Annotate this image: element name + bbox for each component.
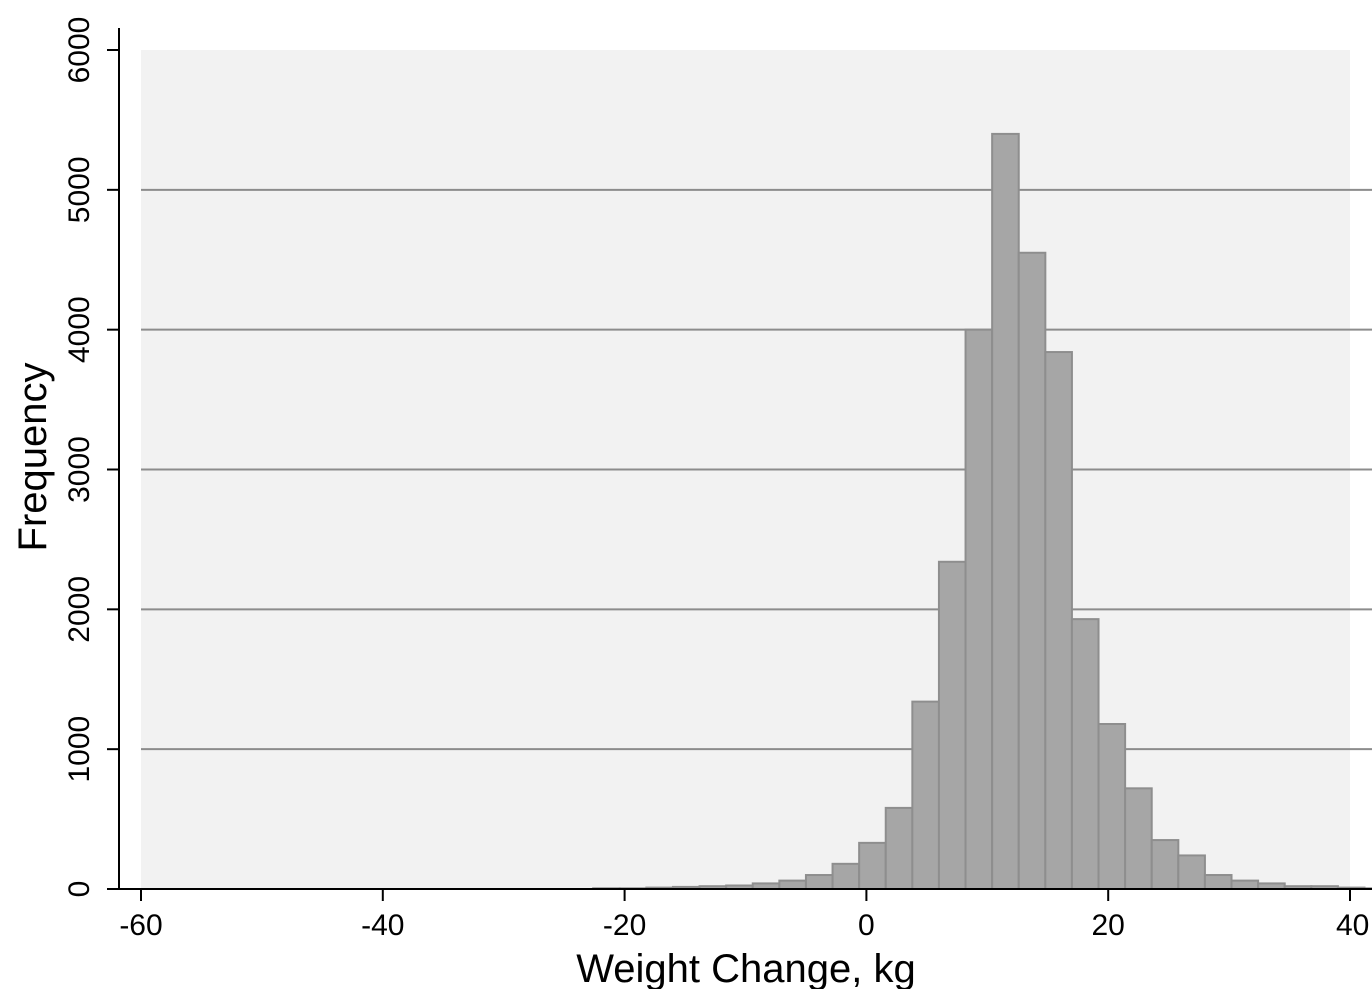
axes [118,28,1372,890]
histogram-bar [884,806,914,890]
x-tick-label: -20 [603,909,646,942]
x-tick-label: -60 [119,909,162,942]
histogram-bar [991,132,1020,890]
histogram-bar [858,841,887,890]
histogram-bar [1097,722,1127,890]
histogram-bar [1150,839,1180,891]
histogram-bar [804,874,834,890]
histogram-bar [1017,251,1047,890]
histogram-bar [1044,351,1073,891]
x-tick-label: -40 [361,909,404,942]
histogram-bar [831,862,861,891]
histogram-bar [1124,787,1153,891]
y-tick-label: 6000 [63,17,96,84]
x-tick-label: 20 [1092,909,1125,942]
histogram-bar [964,328,994,890]
y-tick-label: 3000 [63,436,96,503]
histogram-bar [1177,854,1206,891]
y-tick-label: 5000 [63,156,96,223]
histogram-bar [1070,618,1100,890]
x-axis-title: Weight Change, kg [576,947,915,989]
histogram-bars [592,132,1372,891]
x-axis-ticks: -60 -40 -20 0 20 40 [119,889,1369,942]
x-tick-label: 0 [858,909,875,942]
grid-lines [141,188,1372,751]
y-tick-label: 0 [63,881,96,898]
y-axis-ticks: 0 1000 2000 3000 4000 5000 6000 [63,17,119,898]
y-tick-label: 4000 [63,296,96,363]
y-tick-label: 2000 [63,576,96,643]
y-axis-title: Frequency [11,363,55,552]
x-tick-label: 40 [1336,909,1369,942]
histogram-bar [1203,874,1233,890]
histogram-bar [1230,879,1260,890]
histogram-bar [937,560,967,890]
histogram-bar [778,879,807,890]
histogram-bar [911,700,940,891]
y-tick-label: 1000 [63,716,96,783]
